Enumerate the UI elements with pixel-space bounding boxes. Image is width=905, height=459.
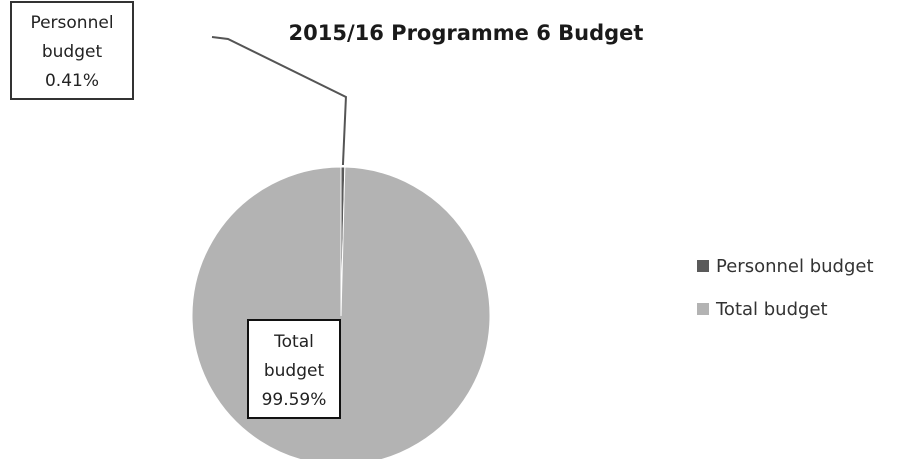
pie-slices <box>191 166 491 459</box>
pie-slice-total-budget <box>191 166 491 459</box>
chart-title: 2015/16 Programme 6 Budget <box>289 21 644 45</box>
leader-line-personnel <box>211 36 347 166</box>
legend-swatch-total <box>697 303 709 315</box>
legend-label-total: Total budget <box>715 299 828 320</box>
legend: Personnel budget Total budget <box>697 256 874 320</box>
callout-personnel-value: 0.41% <box>45 71 99 91</box>
callout-personnel-box <box>10 1 134 100</box>
legend-swatch-personnel <box>697 260 709 272</box>
callout-total-line-1: Total <box>273 332 314 352</box>
callout-total-line-2: budget <box>264 361 325 381</box>
callout-personnel-line-1: Personnel <box>30 13 113 33</box>
callout-personnel: Personnel budget 0.41% <box>10 1 134 100</box>
callout-total-value: 99.59% <box>262 390 327 410</box>
callout-total-box <box>247 319 341 419</box>
callout-personnel-line-2: budget <box>42 42 103 62</box>
legend-label-personnel: Personnel budget <box>716 256 874 277</box>
callout-total: Total budget 99.59% <box>247 319 341 419</box>
